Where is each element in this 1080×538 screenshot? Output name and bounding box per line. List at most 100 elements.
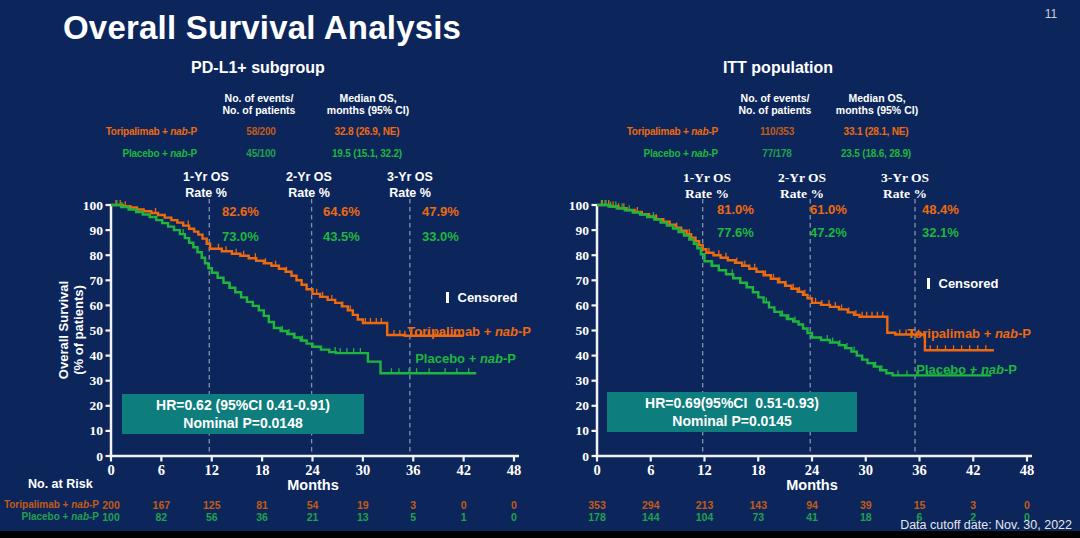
yr-os-line1: 1-Yr OS	[667, 170, 747, 186]
yr-os-line2: Rate %	[865, 186, 945, 202]
panel1-row-placebo-events: 77/178	[762, 148, 791, 159]
data-cutoff: Data cutoff date: Nov. 30, 2022	[900, 518, 1072, 532]
panel0-yr-os-header-1: 1-Yr OSRate %	[166, 170, 246, 201]
panel1-hr-line1: HR=0.69(95%CI 0.51-0.93)	[607, 394, 857, 412]
panel0-placebo-curve-label: Placebo + nab-P	[415, 351, 516, 366]
x-tick-label: 30	[356, 462, 371, 478]
y-tick-label: 90	[90, 223, 104, 238]
km-charts: 0 10 20 30 40 50 60 70 80 90 100 0 20 0 100 6 16782 12 125…	[0, 0, 1080, 538]
panel0-row-toripalimab-label: Toripalimab + nab-P	[106, 126, 197, 137]
panel1-toripalimab-rate-2yr: 61.0%	[810, 202, 847, 217]
panel1-events-header: No. of events/ No. of patients	[739, 92, 812, 116]
x-tick-label: 24	[805, 462, 820, 478]
panel1-median-header-line2: months (95% CI)	[836, 104, 918, 116]
at-risk-value: 143	[749, 499, 767, 511]
at-risk-value: 125	[203, 499, 221, 511]
y-tick-label: 10	[576, 423, 590, 438]
panel0-placebo-rate-2yr: 43.5%	[323, 229, 360, 244]
at-risk-label-placebo: Placebo + nab-P	[21, 511, 99, 522]
panel0-subtitle: PD-L1+ subgroup	[191, 59, 325, 77]
x-tick-label: 42	[966, 462, 981, 478]
x-tick-label: 6	[158, 462, 165, 478]
slide: 0 10 20 30 40 50 60 70 80 90 100 0 20 0 100 6 16782 12 125…	[0, 0, 1080, 538]
panel0-median-header: Median OS, months (95% CI)	[327, 92, 409, 116]
censored-tick-icon	[446, 292, 449, 303]
x-tick-label: 12	[205, 462, 220, 478]
y-tick-label: 100	[569, 198, 590, 213]
censored-tick-icon	[927, 278, 930, 289]
panel1-yr-os-header-3: 3-Yr OSRate %	[865, 170, 945, 201]
y-tick-label: 10	[90, 423, 104, 438]
panel1-chart: 0102030405060708090100035317862941441221…	[569, 198, 1035, 524]
y-tick-label: 80	[576, 248, 590, 263]
panel0-toripalimab-rate-2yr: 64.6%	[323, 204, 360, 219]
y-tick-label: 40	[90, 348, 104, 363]
y-tick-label: 60	[90, 298, 104, 313]
panel0-row-placebo-label: Placebo + nab-P	[122, 148, 197, 159]
y-axis-title-line2: (% of patients)	[71, 251, 86, 409]
yr-os-line2: Rate %	[269, 186, 349, 202]
at-risk-value: 144	[642, 511, 660, 523]
at-risk-value: 3	[970, 499, 976, 511]
panel1-censored-legend: Censored	[927, 276, 998, 291]
panel1-subtitle: ITT population	[723, 59, 833, 77]
y-tick-label: 50	[90, 323, 104, 338]
at-risk-value: 294	[642, 499, 660, 511]
at-risk-label-toripalimab: Toripalimab + nab-P	[4, 499, 99, 510]
at-risk-value: 19	[357, 499, 369, 511]
at-risk-value: 0	[1024, 499, 1030, 511]
at-risk-value: 353	[588, 499, 606, 511]
panel0-events-header-line1: No. of events/	[223, 92, 296, 104]
x-tick-label: 42	[456, 462, 471, 478]
panel0-row-placebo-events: 45/100	[246, 148, 275, 159]
panel1-placebo-rate-1yr: 77.6%	[717, 225, 754, 240]
at-risk-value: 18	[860, 511, 872, 523]
at-risk-value: 94	[806, 499, 818, 511]
x-tick-label: 0	[593, 462, 600, 478]
at-risk-value: 39	[860, 499, 872, 511]
panel0-yr-os-header-3: 3-Yr OSRate %	[370, 170, 450, 201]
panel1-placebo-rate-3yr: 32.1%	[922, 225, 959, 240]
y-tick-label: 60	[576, 298, 590, 313]
yr-os-line2: Rate %	[166, 186, 246, 202]
y-tick-label: 90	[576, 223, 590, 238]
at-risk-value: 167	[153, 499, 171, 511]
panel0-events-header-line2: No. of patients	[223, 104, 296, 116]
panel0-placebo-rate-3yr: 33.0%	[422, 229, 459, 244]
page-title: Overall Survival Analysis	[63, 9, 461, 47]
y-tick-label: 80	[90, 248, 104, 263]
page-number: 11	[1038, 7, 1064, 21]
yr-os-line1: 3-Yr OS	[865, 170, 945, 186]
yr-os-line2: Rate %	[762, 186, 842, 202]
at-risk-value: 82	[156, 511, 168, 523]
panel0-curve-toripalimab	[111, 205, 464, 336]
x-tick-label: 36	[912, 462, 927, 478]
panel0-row-placebo-median: 19.5 (15.1, 32.2)	[332, 148, 402, 159]
x-tick-label: 48	[507, 462, 522, 478]
panel0-median-header-line2: months (95% CI)	[327, 104, 409, 116]
panel1-x-axis-label: Months	[786, 477, 838, 493]
y-tick-label: 20	[576, 398, 590, 413]
panel0-hr-box: HR=0.62 (95%CI 0.41-0.91) Nominal P=0.01…	[122, 394, 364, 434]
censored-label: Censored	[458, 290, 518, 305]
yr-os-line2: Rate %	[667, 186, 747, 202]
at-risk-value: 41	[806, 511, 818, 523]
x-tick-label: 24	[305, 462, 320, 478]
panel1-median-header-line1: Median OS,	[836, 92, 918, 104]
panel0-yr-os-header-2: 2-Yr OSRate %	[269, 170, 349, 201]
y-tick-label: 20	[90, 398, 104, 413]
at-risk-value: 0	[511, 499, 517, 511]
panel1-row-toripalimab-label: Toripalimab + nab-P	[627, 126, 718, 137]
panel0-toripalimab-curve-label: Toripalimab + nab-P	[407, 324, 531, 339]
yr-os-line1: 2-Yr OS	[269, 170, 349, 186]
panel0-events-header: No. of events/ No. of patients	[223, 92, 296, 116]
yr-os-line1: 1-Yr OS	[166, 170, 246, 186]
y-tick-label: 70	[90, 273, 104, 288]
yr-os-line2: Rate %	[370, 186, 450, 202]
panel0-x-axis-label: Months	[287, 477, 339, 493]
at-risk-value: 100	[102, 511, 120, 523]
at-risk-value: 213	[696, 499, 714, 511]
at-risk-heading: No. at Risk	[28, 477, 93, 491]
panel1-toripalimab-rate-3yr: 48.4%	[922, 202, 959, 217]
at-risk-value: 54	[307, 499, 319, 511]
